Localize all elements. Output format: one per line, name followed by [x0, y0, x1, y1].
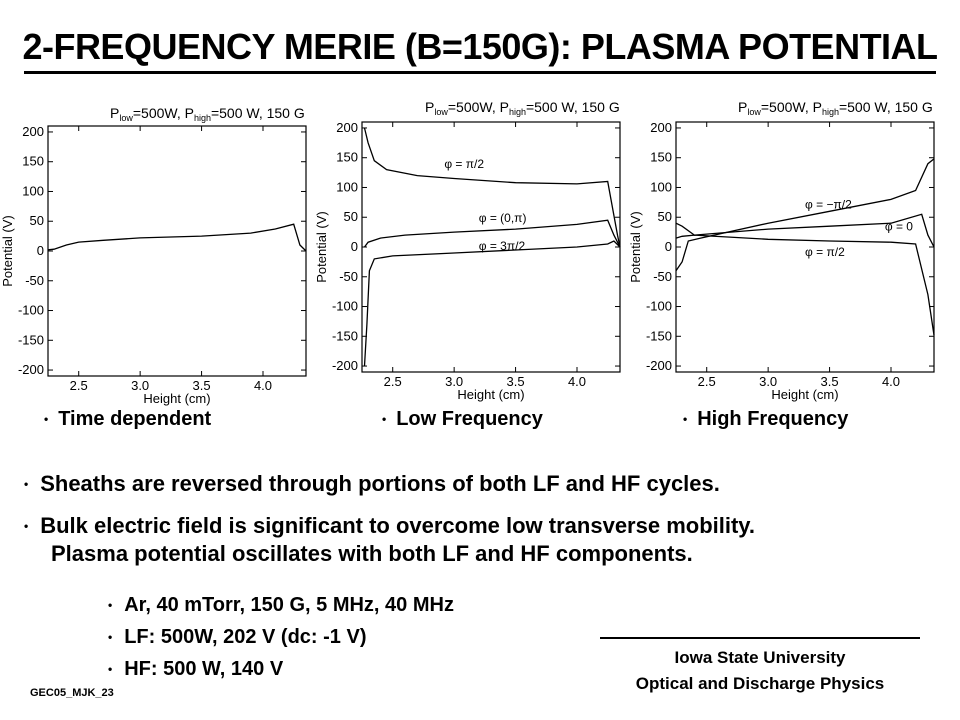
chart3-series-2-line: [675, 213, 935, 248]
chart2-annotation: φ = 3π/2: [479, 239, 526, 253]
chart3-annotation: φ = −π/2: [805, 197, 852, 211]
chart3-ytick-label: 150: [650, 150, 672, 165]
chart2-ytick-label: -50: [339, 269, 358, 284]
chart3-ytick-label: 100: [650, 179, 672, 194]
chart2-xlabel: Height (cm): [457, 387, 524, 402]
chart3-series-3-line: [675, 234, 935, 336]
chart3-ytick-label: -150: [646, 328, 672, 343]
chart3-xtick-label: 3.5: [821, 374, 839, 389]
chart3-ytick-label: -200: [646, 358, 672, 373]
chart2-ytick-label: 0: [351, 239, 358, 254]
chart3-annotation: φ = 0: [885, 219, 913, 233]
chart2-xtick-label: 4.0: [568, 374, 586, 389]
chart3-title: Plow=500W, Phigh=500 W, 150 G: [738, 99, 933, 117]
caption-high-frequency: • High Frequency: [683, 408, 849, 430]
chart2-ytick-label: 100: [336, 179, 358, 194]
chart1-title: Plow=500W, Phigh=500 W, 150 G: [110, 105, 305, 123]
chart3-ytick-label: 50: [658, 209, 672, 224]
caption-low-frequency: • Low Frequency: [382, 408, 543, 430]
chart3-annotation: φ = π/2: [805, 245, 845, 259]
chart1-ytick-label: -100: [18, 303, 44, 318]
chart3-ylabel: Potential (V): [628, 211, 643, 283]
chart2-annotation: φ = (0,π): [479, 211, 527, 225]
bullet-bulk-field: • Bulk electric field is significant to o…: [24, 513, 756, 538]
chart1-ytick-label: 100: [22, 183, 44, 198]
chart1-ytick-label: -50: [25, 273, 44, 288]
chart1-ytick-label: 150: [22, 154, 44, 169]
chart2-ytick-label: -150: [332, 328, 358, 343]
caption-time-dependent: • Time dependent: [44, 408, 212, 430]
chart1-ylabel: Potential (V): [0, 215, 15, 287]
chart2-series-1-line: [363, 127, 621, 248]
chart2-ytick-label: -100: [332, 299, 358, 314]
sub-bullet-lf: • LF: 500W, 202 V (dc: -1 V): [108, 626, 367, 648]
title-rule: [24, 71, 936, 74]
chart3-xtick-label: 4.0: [882, 374, 900, 389]
chart1-ytick-label: 200: [22, 124, 44, 139]
chart1-ytick-label: -200: [18, 362, 44, 377]
slide-title: 2-FREQUENCY MERIE (B=150G): PLASMA POTEN…: [22, 26, 938, 67]
affiliation-group: Optical and Discharge Physics: [635, 674, 885, 693]
bullet-oscillates: Plasma potential oscillates with both LF…: [51, 541, 693, 566]
chart2-xtick-label: 3.0: [445, 374, 463, 389]
chart3-xtick-label: 3.0: [759, 374, 777, 389]
sub-bullet-conditions: • Ar, 40 mTorr, 150 G, 5 MHz, 40 MHz: [108, 594, 454, 616]
chart2-ytick-label: -200: [332, 358, 358, 373]
chart3-ytick-label: 200: [650, 120, 672, 135]
chart1-xtick-label: 2.5: [70, 378, 88, 393]
chart1-xtick-label: 3.5: [193, 378, 211, 393]
chart3-xtick-label: 2.5: [698, 374, 716, 389]
chart2-ytick-label: 150: [336, 150, 358, 165]
chart1-ytick-label: -150: [18, 332, 44, 347]
chart2-ylabel: Potential (V): [314, 211, 329, 283]
chart1-xtick-label: 4.0: [254, 378, 272, 393]
chart2-xtick-label: 3.5: [507, 374, 525, 389]
chart3-series-1-line: [675, 158, 935, 272]
chart2-annotation: φ = π/2: [444, 157, 484, 171]
chart1-ytick-label: 0: [37, 243, 44, 258]
chart2-series-2-line: [363, 219, 621, 248]
chart1-ytick-label: 50: [30, 213, 44, 228]
chart3-ytick-label: -50: [653, 269, 672, 284]
chart2-ytick-label: 50: [344, 209, 358, 224]
bullet-sheaths: • Sheaths are reversed through portions o…: [24, 471, 720, 496]
chart3-xlabel: Height (cm): [771, 387, 838, 402]
chart2-ytick-label: 200: [336, 120, 358, 135]
chart1-frame: [47, 125, 307, 377]
sub-bullet-hf: • HF: 500 W, 140 V: [108, 658, 284, 680]
chart2-title: Plow=500W, Phigh=500 W, 150 G: [425, 99, 620, 117]
chart1-xlabel: Height (cm): [143, 391, 210, 406]
affiliation-university: Iowa State University: [674, 648, 846, 667]
chart2-xtick-label: 2.5: [384, 374, 402, 389]
footer-rule: [600, 637, 920, 639]
chart3-ytick-label: 0: [665, 239, 672, 254]
chart2-series-3-line: [363, 240, 621, 367]
chart1-xtick-label: 3.0: [131, 378, 149, 393]
chart1-series-1-line: [47, 223, 307, 252]
chart3-ytick-label: -100: [646, 299, 672, 314]
slide-code: GEC05_MJK_23: [30, 687, 114, 699]
